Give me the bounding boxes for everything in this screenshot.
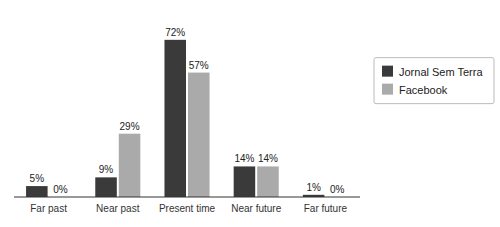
bar [234, 166, 256, 197]
data-label: 9% [99, 164, 114, 175]
legend-label: Facebook [399, 84, 448, 96]
data-labels: 5% 9% 72% 14% 1% 0% 29% 57% 14% 0% [30, 27, 345, 195]
legend-swatch [382, 84, 393, 95]
data-label: 57% [189, 60, 209, 71]
bar [119, 134, 141, 197]
data-label: 14% [234, 153, 254, 164]
x-tick-label: Far future [304, 203, 348, 214]
legend-label: Jornal Sem Terra [399, 66, 483, 78]
x-tick-label: Present time [159, 203, 216, 214]
bar [188, 73, 210, 197]
data-label: 29% [120, 121, 140, 132]
chart: 5% 9% 72% 14% 1% 0% 29% 57% 14% 0% Far past Near pa… [0, 0, 500, 227]
legend-frame [374, 58, 494, 104]
chart-container: 5% 9% 72% 14% 1% 0% 29% 57% 14% 0% Far past Near pa… [0, 0, 500, 227]
bar [95, 177, 117, 197]
legend-swatch [382, 66, 393, 77]
bars [26, 40, 324, 197]
data-label: 0% [330, 184, 345, 195]
bar [26, 186, 48, 197]
bar [257, 166, 279, 197]
legend: Jornal Sem Terra Facebook [374, 58, 494, 104]
x-tick-label: Near future [231, 203, 281, 214]
x-tick-label: Far past [30, 203, 67, 214]
x-tick-label: Near past [96, 203, 140, 214]
x-axis-line [14, 197, 360, 198]
data-label: 1% [306, 182, 321, 193]
data-label: 72% [165, 27, 185, 38]
data-label: 0% [53, 184, 68, 195]
data-label: 14% [258, 153, 278, 164]
bar [164, 40, 186, 197]
data-label: 5% [30, 173, 45, 184]
